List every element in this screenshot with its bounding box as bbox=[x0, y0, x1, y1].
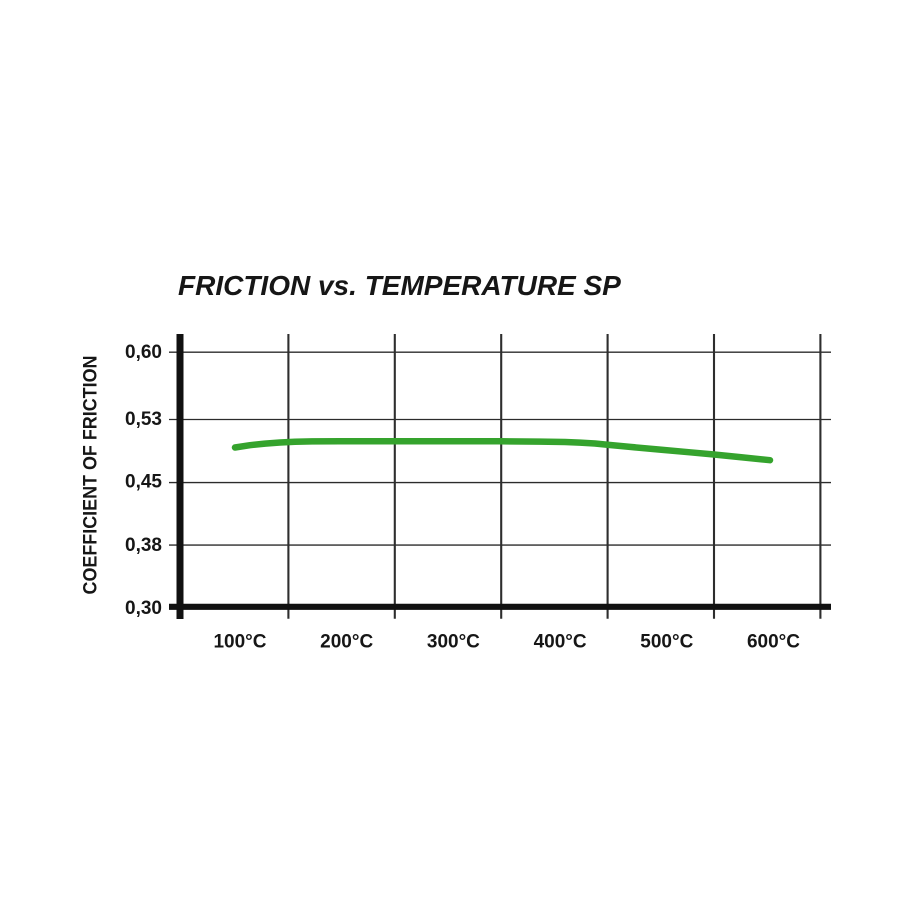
svg-text:0,53: 0,53 bbox=[125, 409, 162, 430]
svg-text:0,60: 0,60 bbox=[125, 342, 162, 363]
svg-text:0,30: 0,30 bbox=[125, 598, 162, 619]
svg-text:100°C: 100°C bbox=[213, 631, 266, 652]
svg-text:FRICTION vs. TEMPERATURE SP: FRICTION vs. TEMPERATURE SP bbox=[178, 270, 621, 301]
svg-text:COEFFICIENT OF FRICTION: COEFFICIENT OF FRICTION bbox=[79, 356, 101, 595]
svg-text:0,38: 0,38 bbox=[125, 535, 162, 556]
svg-text:300°C: 300°C bbox=[427, 631, 480, 652]
svg-text:400°C: 400°C bbox=[534, 631, 587, 652]
svg-text:600°C: 600°C bbox=[747, 631, 800, 652]
svg-text:200°C: 200°C bbox=[320, 631, 373, 652]
svg-text:500°C: 500°C bbox=[640, 631, 693, 652]
svg-text:0,45: 0,45 bbox=[125, 472, 162, 493]
